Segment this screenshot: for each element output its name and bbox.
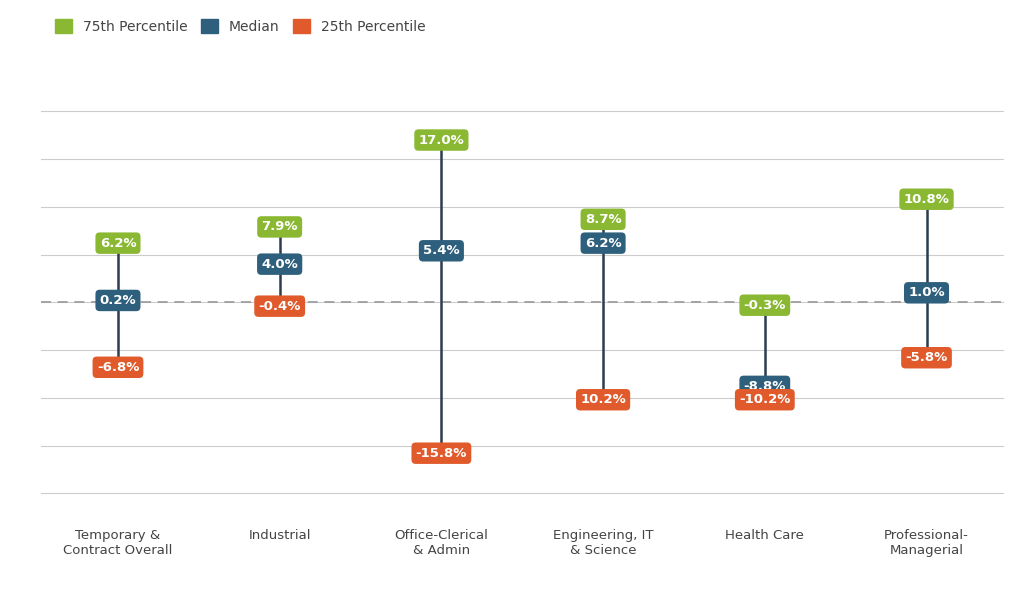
Text: 5.4%: 5.4% bbox=[423, 244, 460, 257]
Text: 7.9%: 7.9% bbox=[261, 220, 298, 234]
Text: -15.8%: -15.8% bbox=[416, 447, 467, 460]
Text: -10.2%: -10.2% bbox=[739, 393, 791, 406]
Text: -0.3%: -0.3% bbox=[743, 299, 786, 312]
Text: 8.7%: 8.7% bbox=[585, 213, 622, 226]
Text: 0.2%: 0.2% bbox=[99, 294, 136, 307]
Text: -6.8%: -6.8% bbox=[97, 361, 139, 374]
Text: 6.2%: 6.2% bbox=[585, 237, 622, 249]
Text: -5.8%: -5.8% bbox=[905, 351, 947, 364]
Text: -0.4%: -0.4% bbox=[258, 300, 301, 313]
Text: 10.8%: 10.8% bbox=[903, 193, 949, 206]
Text: 6.2%: 6.2% bbox=[99, 237, 136, 249]
Legend: 75th Percentile, Median, 25th Percentile: 75th Percentile, Median, 25th Percentile bbox=[48, 12, 433, 41]
Text: 17.0%: 17.0% bbox=[419, 134, 464, 146]
Text: -8.8%: -8.8% bbox=[743, 380, 786, 393]
Text: 1.0%: 1.0% bbox=[908, 286, 945, 300]
Text: 10.2%: 10.2% bbox=[581, 393, 626, 406]
Text: 4.0%: 4.0% bbox=[261, 257, 298, 271]
